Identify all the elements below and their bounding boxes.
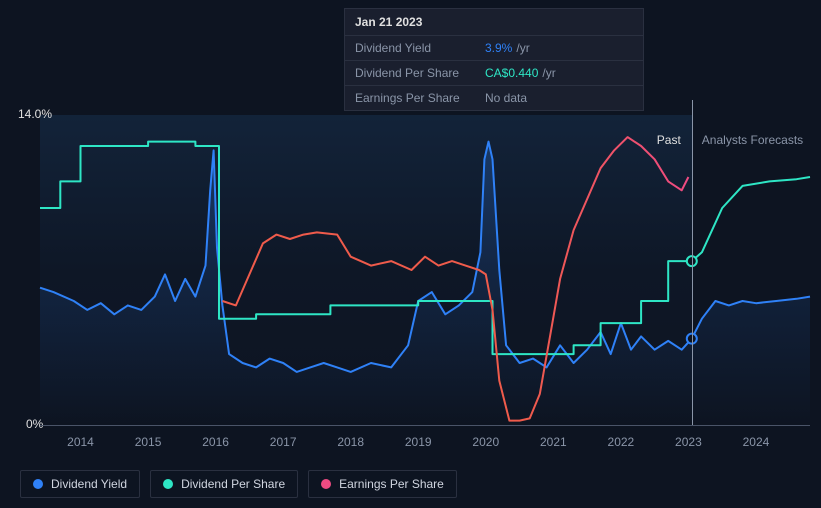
chart-tooltip: Jan 21 2023 Dividend Yield3.9%/yrDividen… — [344, 8, 644, 111]
tooltip-date: Jan 21 2023 — [345, 9, 643, 36]
x-axis-tick: 2021 — [540, 435, 567, 449]
x-axis-tick: 2019 — [405, 435, 432, 449]
legend-label: Dividend Yield — [51, 477, 127, 491]
chart-plot-area[interactable] — [40, 115, 810, 425]
legend-label: Earnings Per Share — [339, 477, 444, 491]
tooltip-row-value: No data — [485, 91, 527, 105]
tooltip-row: Dividend Per ShareCA$0.440/yr — [345, 61, 643, 86]
legend-item-earnings-per-share[interactable]: Earnings Per Share — [308, 470, 457, 498]
tooltip-row-label: Earnings Per Share — [355, 91, 485, 105]
x-axis-tick: 2016 — [202, 435, 229, 449]
x-axis-tick: 2018 — [337, 435, 364, 449]
dividend-chart: 14.0% 0% Past Analysts Forecasts 2014201… — [0, 0, 821, 508]
x-axis-tick: 2023 — [675, 435, 702, 449]
x-axis-tick: 2020 — [472, 435, 499, 449]
x-axis-tick: 2014 — [67, 435, 94, 449]
x-axis-tick: 2024 — [743, 435, 770, 449]
legend-item-dividend-per-share[interactable]: Dividend Per Share — [150, 470, 298, 498]
tooltip-row-value: 3.9% — [485, 41, 512, 55]
x-axis-tick: 2017 — [270, 435, 297, 449]
tooltip-row-label: Dividend Per Share — [355, 66, 485, 80]
dividend-yield-area — [40, 142, 810, 425]
x-axis-tick: 2022 — [608, 435, 635, 449]
tooltip-row-value: CA$0.440 — [485, 66, 538, 80]
hover-line — [692, 100, 693, 425]
tooltip-row-label: Dividend Yield — [355, 41, 485, 55]
tooltip-row: Earnings Per ShareNo data — [345, 86, 643, 110]
legend-dot — [163, 479, 173, 489]
tooltip-row-unit: /yr — [542, 66, 555, 80]
chart-legend: Dividend Yield Dividend Per Share Earnings… — [20, 470, 457, 498]
legend-dot — [33, 479, 43, 489]
legend-item-dividend-yield[interactable]: Dividend Yield — [20, 470, 140, 498]
tooltip-row-unit: /yr — [516, 41, 529, 55]
gridline-bottom — [40, 425, 810, 426]
legend-label: Dividend Per Share — [181, 477, 285, 491]
x-axis-tick: 2015 — [135, 435, 162, 449]
legend-dot — [321, 479, 331, 489]
tooltip-row: Dividend Yield3.9% /yr — [345, 36, 643, 61]
